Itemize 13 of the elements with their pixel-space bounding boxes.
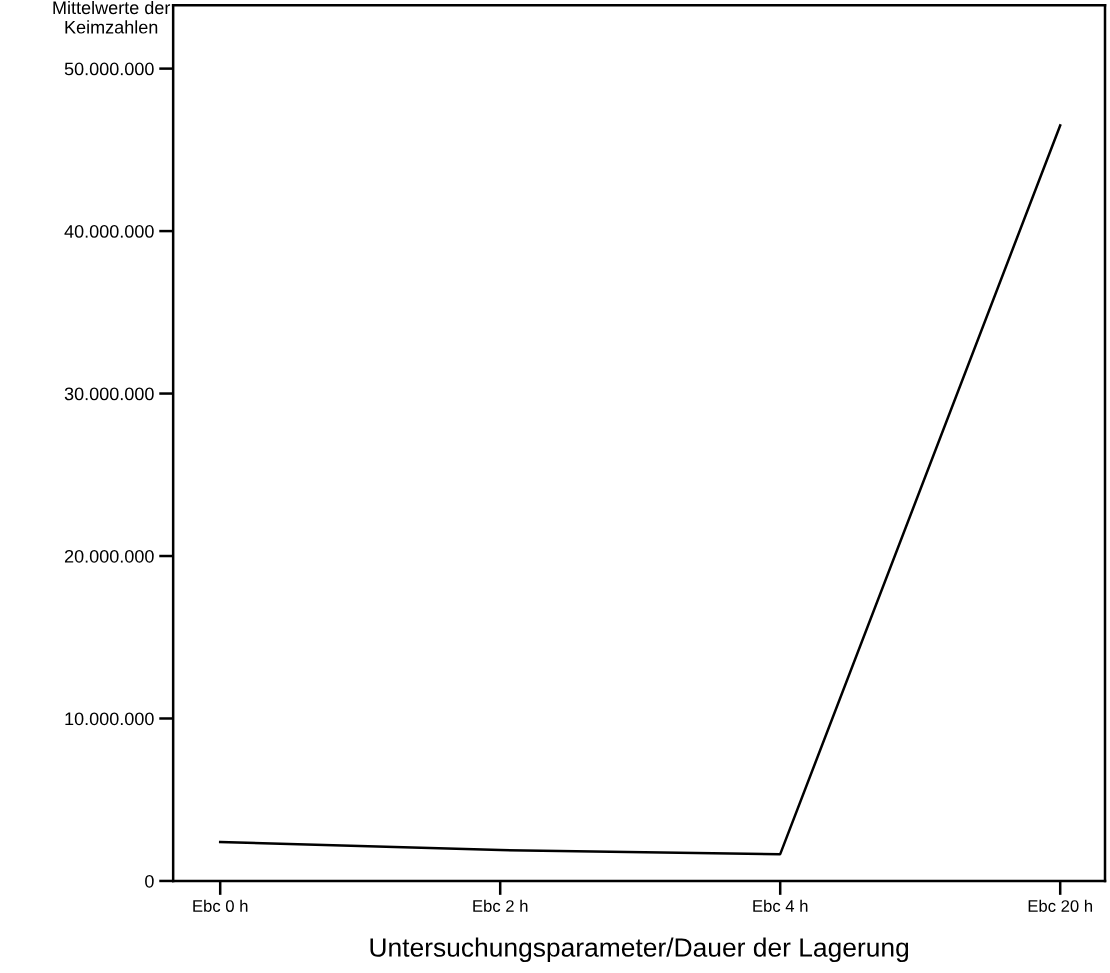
y-tick-label: 30.000.000 [64, 387, 154, 401]
x-tick-label: Ebc 4 h [753, 899, 808, 912]
y-axis-title: Mittelwerte der Keimzahlen [53, 0, 171, 34]
y-tick-label: 0 [145, 874, 154, 888]
x-tick-label: Ebc 2 h [473, 899, 528, 912]
y-tick-label: 20.000.000 [64, 549, 154, 563]
y-tick-label: 50.000.000 [64, 62, 154, 76]
y-tick-label: 40.000.000 [64, 225, 154, 238]
x-tick-label: Ebc 0 h [193, 899, 248, 912]
y-tick-label: 10.000.000 [65, 712, 154, 726]
x-axis-title: Untersuchungsparameter/Dauer der Lagerung [370, 937, 909, 963]
line-series [218, 124, 1062, 856]
x-tick-label: Ebc 20 h [1028, 899, 1093, 912]
